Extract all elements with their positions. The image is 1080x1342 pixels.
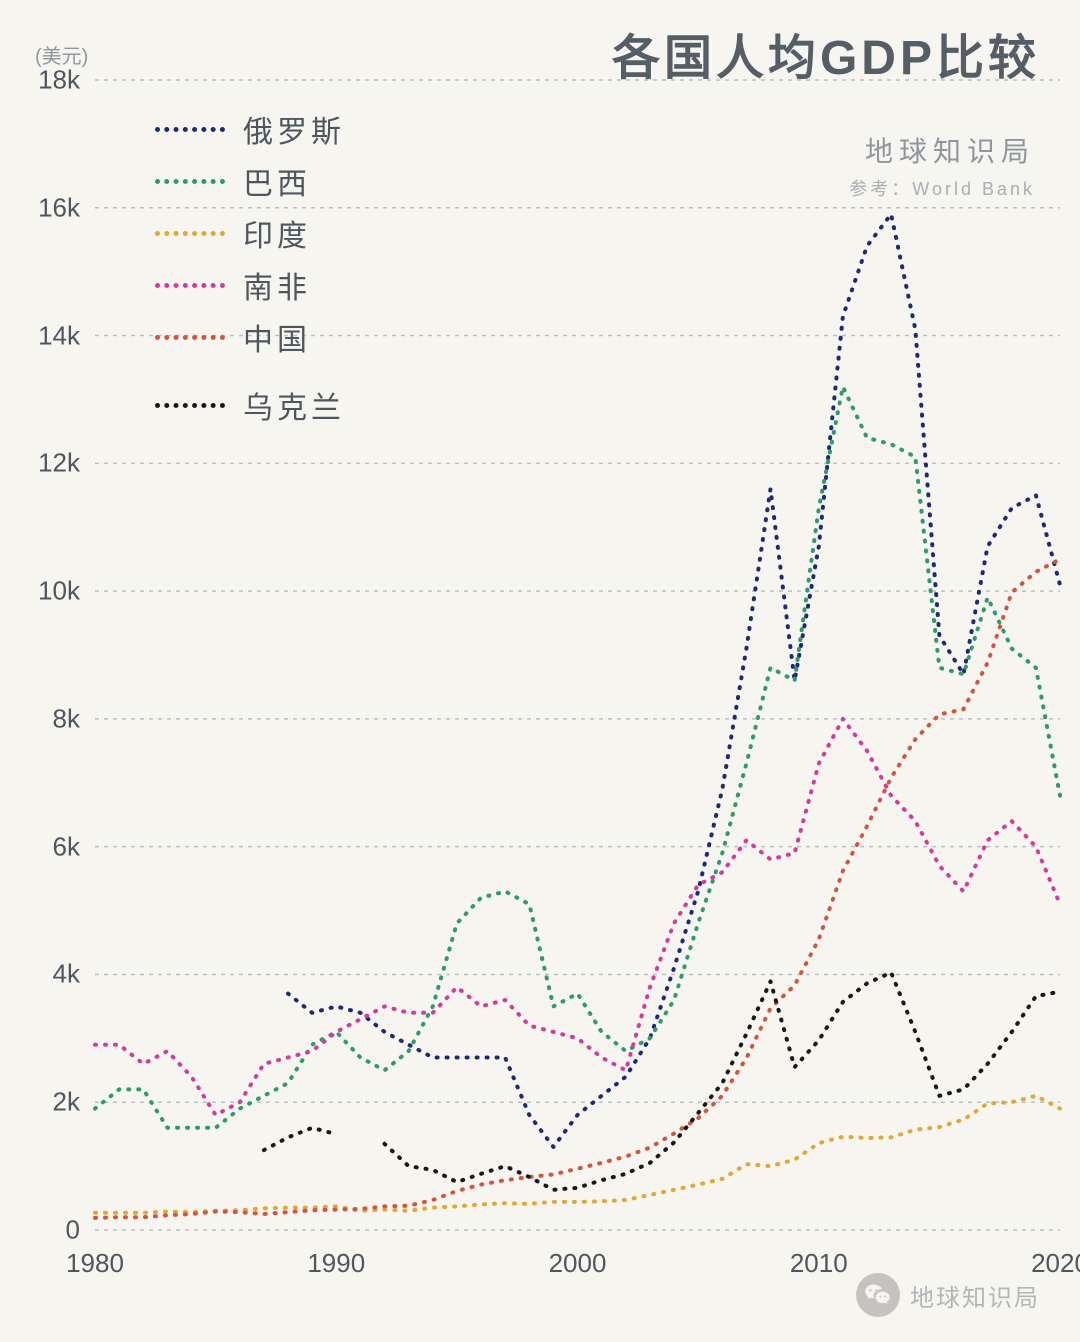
legend-swatch [155,403,225,408]
legend-label: 中国 [243,315,311,359]
y-tick: 2k [20,1087,80,1118]
chart-title: 各国人均GDP比较 [612,18,1040,88]
y-tick: 16k [20,192,80,223]
legend-swatch [155,179,225,184]
x-tick: 1990 [307,1248,365,1279]
legend: 俄罗斯巴西印度南非中国乌克兰 [155,108,345,436]
legend-label: 南非 [243,263,311,307]
legend-label: 印度 [243,211,311,255]
legend-label: 乌克兰 [243,383,345,427]
series-line [95,559,1060,1218]
series-line [288,214,1060,1147]
x-tick: 2010 [790,1248,848,1279]
watermark-text: 地球知识局 [910,1278,1040,1313]
legend-item: 中国 [155,316,345,358]
y-tick: 8k [20,703,80,734]
legend-item: 乌克兰 [155,384,345,426]
y-tick: 4k [20,959,80,990]
legend-item: 巴西 [155,160,345,202]
chart-subtitle: 地球知识局 [865,130,1035,170]
y-tick: 10k [20,576,80,607]
legend-item: 印度 [155,212,345,254]
series-line [95,719,1060,1115]
legend-item: 俄罗斯 [155,108,345,150]
legend-swatch [155,283,225,288]
legend-swatch [155,127,225,132]
legend-label: 巴西 [243,159,311,203]
y-tick: 12k [20,448,80,479]
y-tick: 0 [20,1215,80,1246]
x-tick: 1980 [66,1248,124,1279]
legend-label: 俄罗斯 [243,107,345,151]
y-tick: 14k [20,320,80,351]
chart-container: 各国人均GDP比较 地球知识局 参考：World Bank (美元) 俄罗斯巴西… [0,0,1080,1337]
chart-source: 参考：World Bank [849,175,1035,201]
y-tick: 6k [20,831,80,862]
legend-item: 南非 [155,264,345,306]
legend-swatch [155,335,225,340]
y-tick: 18k [20,65,80,96]
x-tick: 2000 [549,1248,607,1279]
wechat-icon [856,1273,900,1317]
watermark: 地球知识局 [856,1273,1040,1317]
series-line [95,387,1060,1128]
legend-swatch [155,231,225,236]
